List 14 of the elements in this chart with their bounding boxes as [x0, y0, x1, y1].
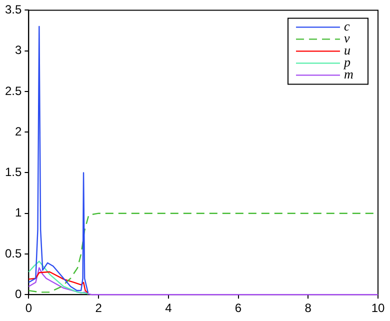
x-tick-label: 2 — [95, 301, 102, 316]
y-tick-label: 0 — [14, 286, 22, 301]
x-tick-label: 8 — [304, 301, 312, 316]
x-tick-label: 10 — [371, 301, 385, 316]
y-tick-label: 1 — [14, 206, 22, 220]
y-tick-label: 3 — [14, 43, 22, 58]
y-tick-label: 1.5 — [4, 165, 22, 180]
x-tick-label: 4 — [165, 301, 172, 316]
y-tick-label: 2 — [14, 124, 22, 138]
x-tick-label: 6 — [234, 301, 242, 316]
y-tick-label: 2.5 — [4, 84, 22, 98]
x-tick-label: 0 — [25, 301, 32, 316]
y-tick-label: 3.5 — [4, 2, 22, 17]
y-tick-label: 0.5 — [4, 246, 22, 260]
